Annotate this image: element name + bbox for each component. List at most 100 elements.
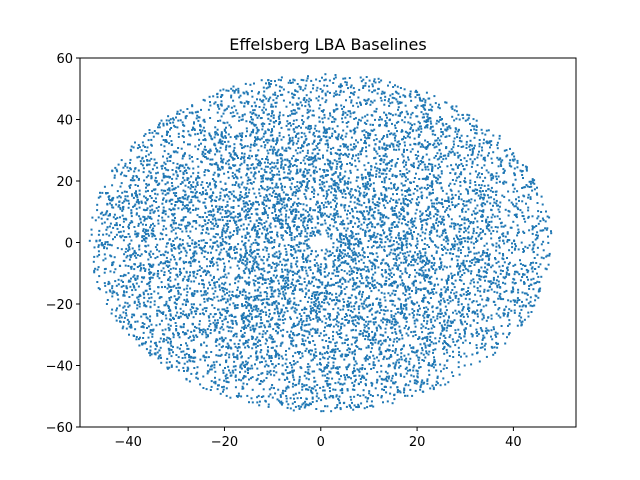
data-point — [318, 303, 321, 306]
data-point — [291, 366, 294, 369]
data-point — [477, 235, 480, 238]
data-point — [124, 301, 127, 304]
data-point — [476, 289, 479, 292]
data-point — [454, 279, 457, 282]
data-point — [188, 236, 191, 239]
data-point — [399, 365, 402, 367]
data-point — [361, 376, 363, 379]
data-point — [383, 196, 386, 199]
data-point — [220, 96, 222, 98]
data-point — [190, 201, 193, 204]
data-point — [507, 263, 510, 266]
data-point — [168, 297, 171, 299]
data-point — [163, 219, 166, 222]
data-point — [521, 187, 524, 189]
data-point — [310, 301, 313, 304]
data-point — [474, 312, 476, 315]
data-point — [354, 374, 357, 377]
data-point — [263, 196, 266, 199]
data-point — [460, 224, 463, 226]
data-point — [461, 309, 464, 312]
data-point — [432, 349, 435, 352]
data-point — [367, 134, 370, 137]
data-point — [380, 395, 383, 397]
data-point — [388, 133, 391, 136]
data-point — [461, 210, 464, 213]
data-point — [280, 218, 283, 221]
data-point — [296, 204, 299, 207]
data-point — [185, 251, 188, 254]
data-point — [400, 305, 402, 308]
data-point — [224, 367, 226, 369]
data-point — [228, 124, 231, 127]
data-point — [113, 174, 116, 177]
data-point — [383, 248, 386, 251]
data-point — [439, 384, 442, 387]
data-point — [326, 379, 329, 382]
data-point — [155, 180, 158, 183]
data-point — [383, 179, 386, 182]
data-point — [408, 227, 411, 230]
data-point — [346, 314, 348, 317]
data-point — [272, 328, 275, 331]
data-point — [405, 256, 408, 259]
data-point — [319, 318, 322, 321]
data-point — [161, 164, 164, 167]
data-point — [525, 292, 528, 295]
data-point — [292, 257, 295, 260]
data-point — [129, 254, 132, 257]
data-point — [379, 213, 382, 216]
data-point — [435, 180, 438, 183]
data-point — [124, 162, 127, 165]
data-point — [222, 136, 225, 139]
data-point — [371, 302, 374, 305]
data-point — [345, 262, 348, 265]
data-point — [197, 148, 200, 151]
data-point — [407, 158, 410, 161]
data-point — [205, 307, 208, 310]
data-point — [295, 209, 298, 212]
data-point — [240, 162, 243, 165]
data-point — [260, 185, 263, 187]
data-point — [276, 150, 279, 153]
data-point — [237, 345, 240, 348]
data-point — [292, 191, 295, 194]
data-point — [329, 394, 332, 397]
data-point — [329, 136, 332, 139]
data-point — [386, 162, 389, 165]
data-point — [287, 91, 290, 94]
data-point — [335, 197, 338, 200]
data-point — [190, 311, 193, 313]
data-point — [177, 245, 180, 248]
data-point — [247, 357, 250, 360]
data-point — [359, 119, 362, 122]
data-point — [290, 182, 293, 185]
data-point — [332, 361, 335, 364]
data-point — [230, 319, 233, 322]
data-point — [199, 358, 202, 361]
data-point — [272, 217, 275, 220]
data-point — [183, 314, 186, 317]
data-point — [228, 303, 231, 306]
data-point — [398, 298, 401, 301]
data-point — [339, 292, 342, 295]
data-point — [216, 208, 219, 211]
data-point — [311, 295, 313, 297]
data-point — [300, 126, 302, 129]
data-point — [420, 191, 423, 194]
data-point — [204, 198, 207, 200]
data-point — [350, 249, 353, 252]
data-point — [313, 343, 316, 346]
data-point — [287, 115, 290, 118]
data-point — [498, 134, 501, 137]
data-point — [219, 363, 221, 366]
data-point — [171, 184, 174, 187]
data-point — [531, 241, 534, 244]
data-point — [243, 331, 246, 334]
data-point — [395, 205, 398, 207]
data-point — [458, 238, 461, 241]
data-point — [311, 190, 313, 193]
data-point — [298, 375, 301, 378]
data-point — [220, 157, 222, 160]
data-point — [198, 282, 201, 285]
